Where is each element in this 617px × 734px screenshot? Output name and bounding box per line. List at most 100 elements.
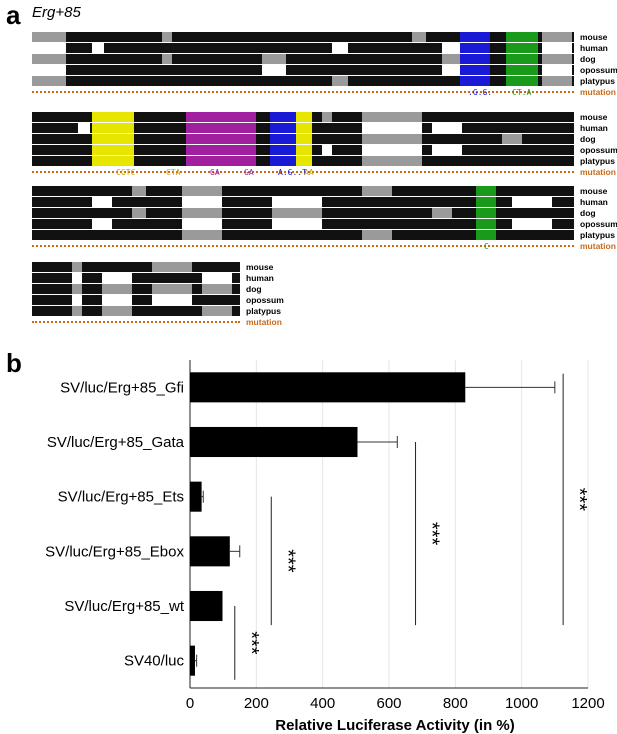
alignment-row (32, 230, 574, 240)
significance-label: *** (240, 631, 262, 655)
category-label: SV/luc/Erg+85_Gfi (60, 379, 184, 396)
variant-segment (542, 65, 572, 75)
category-label: SV/luc/Erg+85_Gata (47, 434, 185, 451)
sequence-strip (32, 306, 240, 316)
species-label: dog (246, 284, 262, 294)
motif-segment (186, 156, 256, 166)
motif-segment (270, 123, 296, 133)
species-label: opossum (580, 145, 617, 155)
mutation-row: C (32, 242, 574, 257)
sequence-strip (32, 230, 574, 240)
luciferase-bar-chart: SV/luc/Erg+85_Gfi SV/luc/Erg+85_Gata SV/lu… (45, 360, 605, 734)
variant-segment (322, 112, 332, 122)
species-label: mouse (580, 112, 608, 122)
variant-segment (332, 76, 348, 86)
mutation-row: .G.G. CT.A (32, 88, 574, 103)
significance-label: *** (276, 549, 298, 573)
x-tick-label: 200 (244, 695, 269, 712)
sequence-strip (32, 32, 574, 42)
variant-segment (102, 273, 132, 283)
motif-segment (296, 145, 312, 155)
alignment-row (32, 32, 574, 42)
motif-segment (296, 112, 312, 122)
species-label: mouse (580, 186, 608, 196)
mutation-label: mutation (580, 167, 616, 177)
motif-segment (296, 156, 312, 166)
species-label: human (246, 273, 274, 283)
mutation-label: mutation (246, 317, 282, 327)
variant-segment (182, 186, 222, 196)
species-label: mouse (580, 32, 608, 42)
sequence-strip (32, 186, 574, 196)
sequence-strip (32, 76, 574, 86)
x-tick-label: 800 (443, 695, 468, 712)
motif-segment (476, 219, 496, 229)
variant-segment (202, 273, 232, 283)
motif-segment (270, 156, 296, 166)
species-label: dog (580, 54, 596, 64)
sequence-strip (32, 284, 240, 294)
alignment-block: CGTC CTA GA GA A.G..T AA mouse human dog opossum p… (32, 112, 617, 182)
motif-segment (186, 112, 256, 122)
alignment-row (32, 295, 240, 305)
species-label: dog (580, 208, 596, 218)
x-tick-label: 600 (376, 695, 401, 712)
panel-a-letter: a (6, 0, 21, 30)
motif-segment (476, 197, 496, 207)
species-label: opossum (246, 295, 284, 305)
motif-segment (186, 134, 256, 144)
variant-segment (442, 54, 460, 64)
motif-segment (92, 134, 134, 144)
motif-segment (186, 145, 256, 155)
sequence-strip (32, 54, 574, 64)
alignment-row (32, 54, 574, 64)
mutation-mark: GA (210, 168, 220, 177)
variant-segment (102, 284, 132, 294)
motif-segment (92, 145, 134, 155)
alignment-row (32, 134, 574, 144)
variant-segment (182, 219, 222, 229)
variant-segment (432, 208, 452, 218)
variant-segment (92, 197, 112, 207)
variant-segment (512, 219, 552, 229)
motif-segment (92, 156, 134, 166)
variant-segment (182, 230, 222, 240)
variant-segment (272, 208, 322, 218)
x-tick-label: 1000 (505, 695, 538, 712)
variant-segment (202, 306, 232, 316)
motif-segment (506, 76, 538, 86)
category-label: SV/luc/Erg+85_Ets (58, 489, 184, 506)
motif-segment (460, 54, 490, 64)
variant-segment (182, 208, 222, 218)
motif-segment (476, 186, 496, 196)
sequence-strip (32, 43, 574, 53)
alignment-row (32, 186, 574, 196)
species-label: platypus (580, 230, 615, 240)
motif-segment (506, 65, 538, 75)
bar (190, 481, 202, 512)
category-label: SV40/luc (124, 653, 185, 670)
mutation-row (32, 321, 240, 333)
motif-segment (506, 43, 538, 53)
variant-segment (72, 262, 82, 272)
alignment-row (32, 76, 574, 86)
variant-segment (162, 54, 172, 64)
mutation-label: mutation (580, 241, 616, 251)
mutation-mark: CTA (166, 168, 181, 177)
variant-segment (162, 32, 172, 42)
alignment-row (32, 284, 240, 294)
alignment-row (32, 273, 240, 283)
variant-segment (362, 123, 422, 133)
variant-segment (542, 54, 572, 64)
variant-segment (362, 145, 422, 155)
variant-segment (542, 32, 572, 42)
variant-segment (262, 54, 286, 64)
bar (190, 536, 230, 567)
x-tick-label: 1200 (571, 695, 604, 712)
variant-segment (132, 208, 146, 218)
species-label: human (580, 123, 608, 133)
variant-segment (442, 43, 460, 53)
species-label: dog (580, 134, 596, 144)
alignment-row (32, 197, 574, 207)
